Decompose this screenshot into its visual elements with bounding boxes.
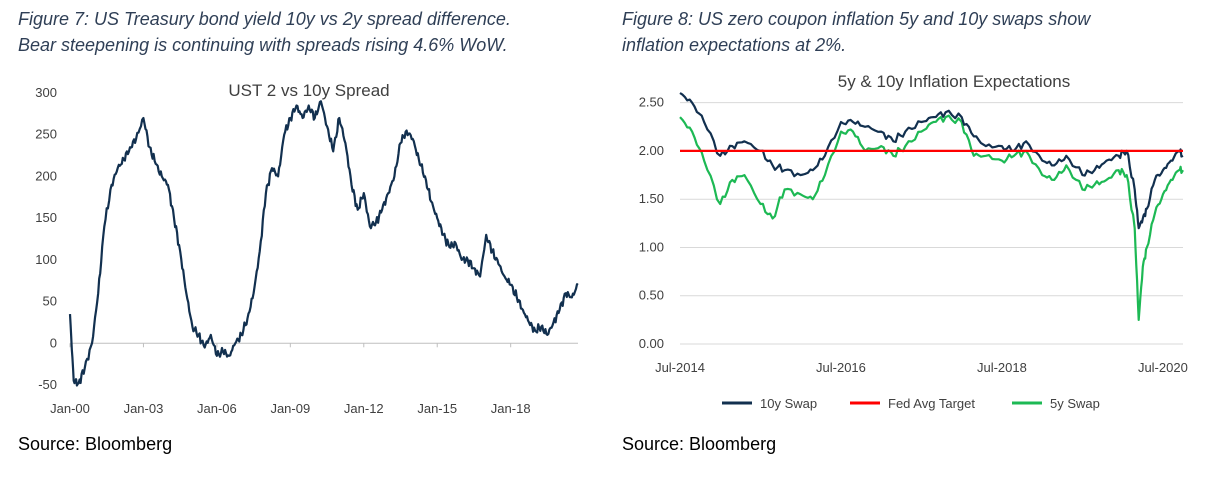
figure-7-caption-line1: Figure 7: US Treasury bond yield 10y vs …	[18, 9, 511, 29]
figure-8-caption-line1: Figure 8: US zero coupon inflation 5y an…	[622, 9, 1091, 29]
y-tick-label: -50	[38, 377, 57, 392]
y-tick-label: 2.50	[639, 95, 664, 110]
legend-label-10y-swap: 10y Swap	[760, 396, 817, 411]
figure-8-caption: Figure 8: US zero coupon inflation 5y an…	[622, 6, 1202, 58]
figure-7-caption-line2: Bear steepening is continuing with sprea…	[18, 35, 508, 55]
y-tick-label: 200	[35, 168, 57, 183]
x-tick-label: Jan-00	[50, 401, 90, 416]
figure-7-source: Source: Bloomberg	[18, 434, 173, 454]
x-tick-label: Jul-2020	[1138, 360, 1188, 375]
series-line-5y-swap	[679, 114, 1184, 321]
y-tick-label: 0.50	[639, 288, 664, 303]
spread-series-line	[68, 100, 579, 387]
legend-label-5y-swap: 5y Swap	[1050, 396, 1100, 411]
y-tick-label: 1.50	[639, 191, 664, 206]
x-tick-label: Jan-15	[417, 401, 457, 416]
y-tick-label: 300	[35, 85, 57, 100]
x-tick-label: Jul-2014	[655, 360, 705, 375]
y-tick-label: 0.00	[639, 336, 664, 351]
chart-title: UST 2 vs 10y Spread	[228, 81, 389, 100]
y-tick-label: 0	[50, 335, 57, 350]
x-tick-label: Jan-03	[124, 401, 164, 416]
x-tick-label: Jan-06	[197, 401, 237, 416]
y-tick-label: 2.00	[639, 143, 664, 158]
y-tick-label: 150	[35, 210, 57, 225]
y-tick-label: 50	[43, 294, 57, 309]
y-tick-label: 100	[35, 252, 57, 267]
figure-8-caption-line2: inflation expectations at 2%.	[622, 35, 847, 55]
y-tick-label: 250	[35, 127, 57, 142]
x-tick-label: Jan-18	[491, 401, 531, 416]
chart-title: 5y & 10y Inflation Expectations	[838, 72, 1070, 91]
legend-label-fed-avg-target: Fed Avg Target	[888, 396, 975, 411]
figure-8-source: Source: Bloomberg	[622, 434, 777, 454]
y-tick-label: 1.00	[639, 239, 664, 254]
x-tick-label: Jan-12	[344, 401, 384, 416]
chart-title-box	[808, 66, 1100, 96]
x-tick-label: Jul-2018	[977, 360, 1027, 375]
figure-7-caption: Figure 7: US Treasury bond yield 10y vs …	[18, 6, 598, 58]
x-tick-label: Jul-2016	[816, 360, 866, 375]
x-tick-label: Jan-09	[270, 401, 310, 416]
series-line-10y-swap	[679, 92, 1184, 230]
